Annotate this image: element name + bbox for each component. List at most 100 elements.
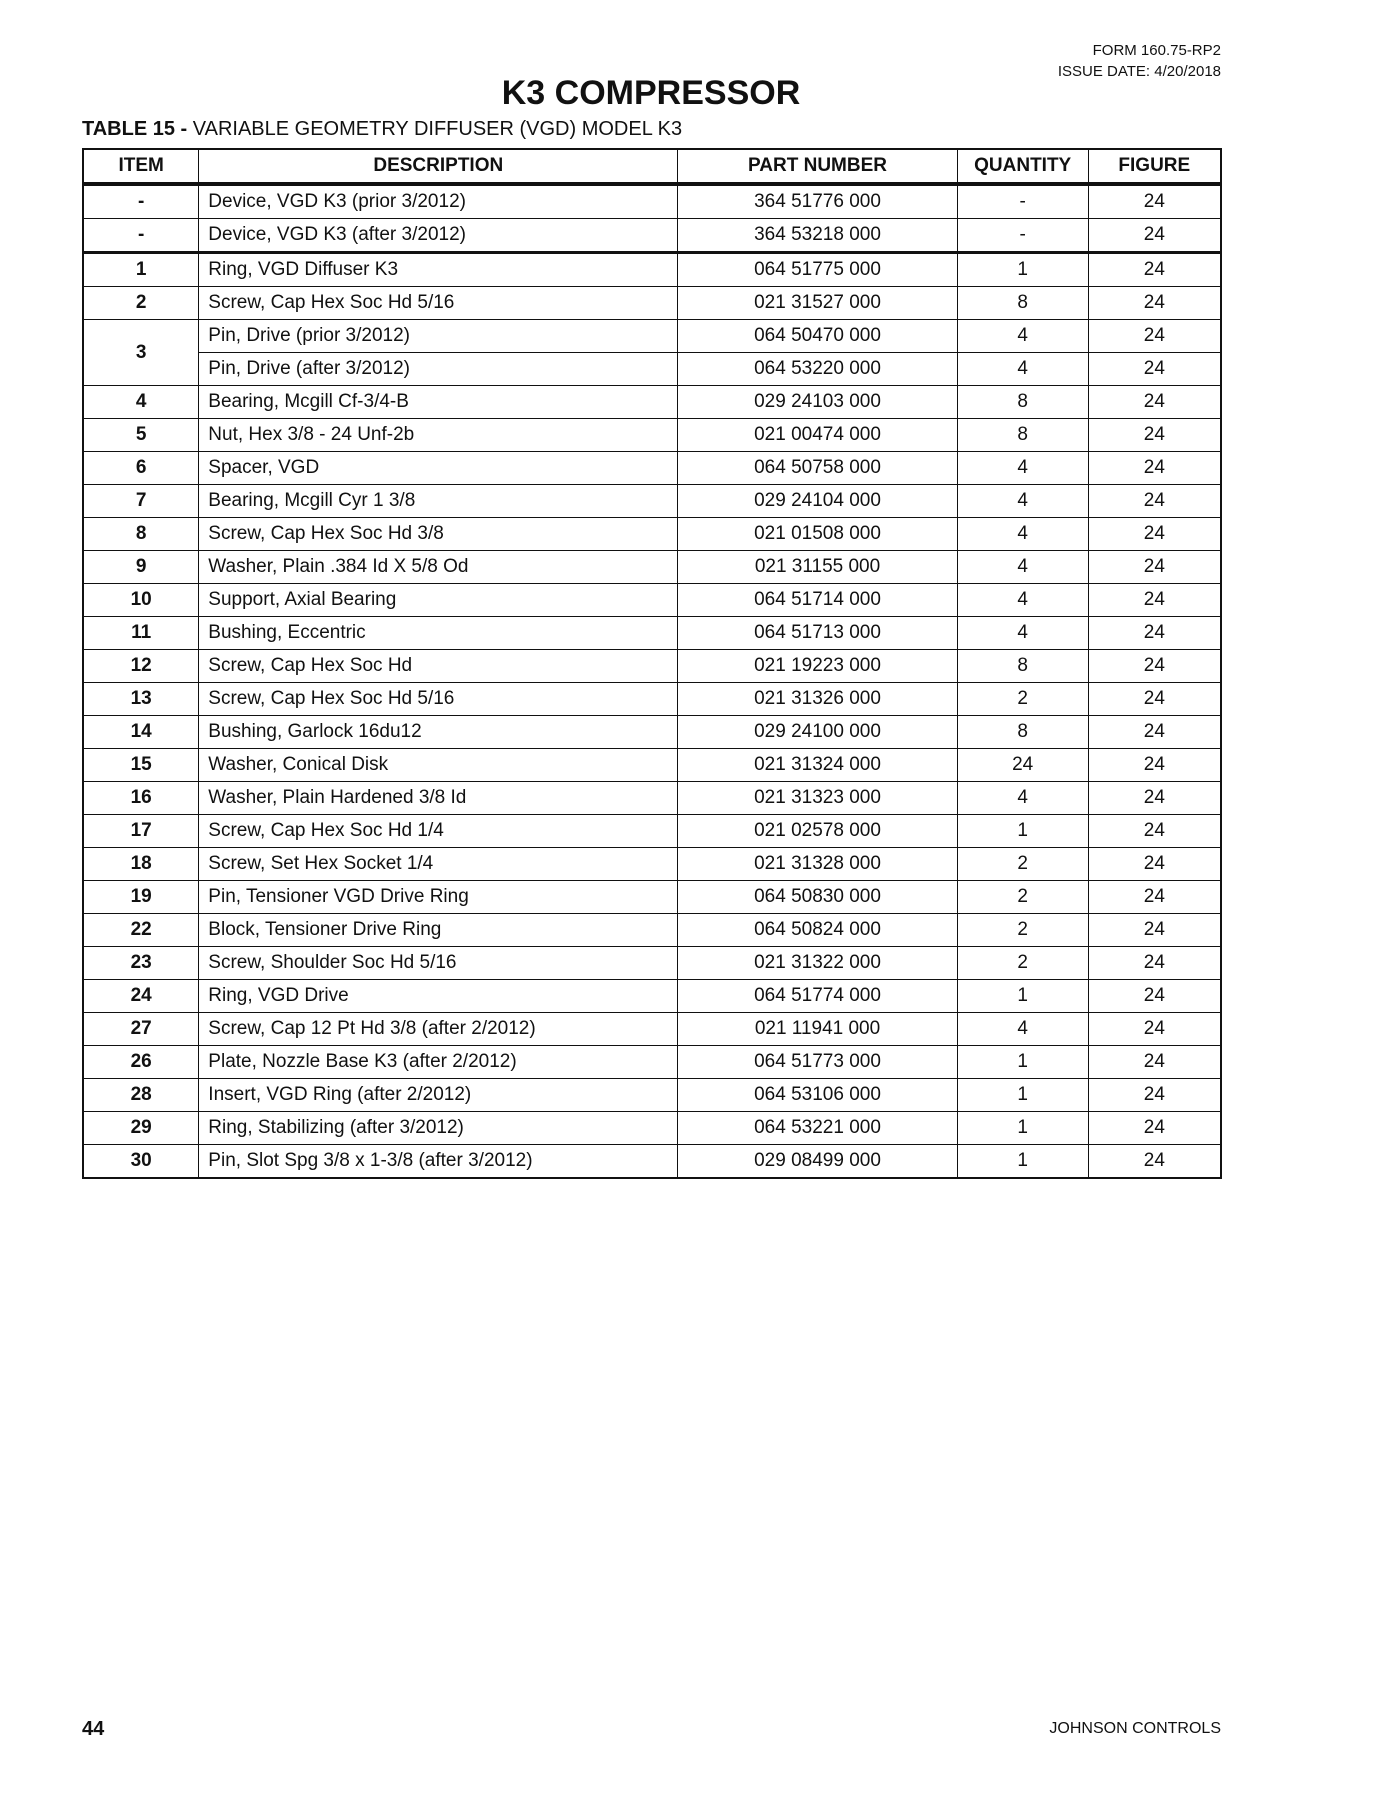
cell-fig: 24 xyxy=(1087,748,1222,782)
cell-item: 9 xyxy=(82,550,200,584)
cell-description: Washer, Plain .384 Id X 5/8 Od xyxy=(198,550,679,584)
cell-part: 021 01508 000 xyxy=(677,517,958,551)
table-row: 11 Bushing, Eccentric 064 51713 000 4 24 xyxy=(82,616,1222,650)
cell-fig: 24 xyxy=(1087,979,1222,1013)
cell-qty: 8 xyxy=(956,385,1089,419)
cell-qty: - xyxy=(956,183,1089,219)
cell-fig: 24 xyxy=(1087,583,1222,617)
table-row: 1 Ring, VGD Diffuser K3 064 51775 000 1 24 xyxy=(82,252,1222,287)
cell-part: 064 51775 000 xyxy=(677,252,958,287)
cell-description: Bearing, Mcgill Cf-3/4-B xyxy=(198,385,679,419)
company-name: JOHNSON CONTROLS xyxy=(1049,1720,1221,1737)
cell-item: 8 xyxy=(82,517,200,551)
col-figure: FIGURE xyxy=(1087,148,1222,186)
table-row: 23 Screw, Shoulder Soc Hd 5/16 021 31322 0… xyxy=(82,946,1222,980)
cell-part: 021 31324 000 xyxy=(677,748,958,782)
table-row: 17 Screw, Cap Hex Soc Hd 1/4 021 02578 000… xyxy=(82,814,1222,848)
cell-part: 064 51774 000 xyxy=(677,979,958,1013)
cell-part: 029 24104 000 xyxy=(677,484,958,518)
cell-description: Pin, Drive (after 3/2012) xyxy=(198,352,679,386)
cell-description: Bushing, Garlock 16du12 xyxy=(198,715,679,749)
cell-qty: 4 xyxy=(956,319,1089,353)
cell-item: 7 xyxy=(82,484,200,518)
cell-qty: 4 xyxy=(956,550,1089,584)
form-info: FORM 160.75-RP2 ISSUE DATE: 4/20/2018 xyxy=(1058,40,1221,82)
table-title: VARIABLE GEOMETRY DIFFUSER (VGD) MODEL K… xyxy=(187,118,683,140)
form-number: FORM 160.75-RP2 xyxy=(1092,42,1221,59)
cell-qty: 1 xyxy=(956,252,1089,287)
cell-description: Screw, Set Hex Socket 1/4 xyxy=(198,847,679,881)
cell-description: Insert, VGD Ring (after 2/2012) xyxy=(198,1078,679,1112)
cell-part: 021 19223 000 xyxy=(677,649,958,683)
cell-item: 26 xyxy=(82,1045,200,1079)
cell-description: Plate, Nozzle Base K3 (after 2/2012) xyxy=(198,1045,679,1079)
cell-qty: 4 xyxy=(956,517,1089,551)
cell-item: 15 xyxy=(82,748,200,782)
table-row: - Device, VGD K3 (after 3/2012) 364 53218 … xyxy=(82,218,1222,254)
cell-part: 064 50470 000 xyxy=(677,319,958,353)
table-row: 16 Washer, Plain Hardened 3/8 Id 021 31323… xyxy=(82,781,1222,815)
cell-item: 19 xyxy=(82,880,200,914)
cell-description: Screw, Cap Hex Soc Hd xyxy=(198,649,679,683)
cell-description: Device, VGD K3 (after 3/2012) xyxy=(198,218,679,254)
cell-description: Pin, Drive (prior 3/2012) xyxy=(198,319,679,353)
cell-fig: 24 xyxy=(1087,319,1222,353)
cell-qty: 1 xyxy=(956,979,1089,1013)
cell-fig: 24 xyxy=(1087,814,1222,848)
cell-part: 064 53220 000 xyxy=(677,352,958,386)
issue-date: ISSUE DATE: 4/20/2018 xyxy=(1057,63,1221,80)
col-quantity: QUANTITY xyxy=(956,148,1089,186)
col-item: ITEM xyxy=(82,148,200,186)
cell-description: Ring, Stabilizing (after 3/2012) xyxy=(198,1111,679,1145)
table-row: 13 Screw, Cap Hex Soc Hd 5/16 021 31326 00… xyxy=(82,682,1222,716)
cell-part: 064 51713 000 xyxy=(677,616,958,650)
cell-item: 14 xyxy=(82,715,200,749)
cell-qty: 1 xyxy=(956,1144,1089,1179)
cell-qty: 4 xyxy=(956,352,1089,386)
cell-item: 29 xyxy=(82,1111,200,1145)
cell-qty: 4 xyxy=(956,451,1089,485)
col-part-number: PART NUMBER xyxy=(677,148,958,186)
page-title: K3 COMPRESSOR xyxy=(501,74,801,112)
cell-part: 029 24103 000 xyxy=(677,385,958,419)
cell-item: 23 xyxy=(82,946,200,980)
cell-item: 5 xyxy=(82,418,200,452)
table-row: 24 Ring, VGD Drive 064 51774 000 1 24 xyxy=(82,979,1222,1013)
table-row: 30 Pin, Slot Spg 3/8 x 1-3/8 (after 3/201… xyxy=(82,1144,1222,1179)
cell-part: 064 53221 000 xyxy=(677,1111,958,1145)
table-row: 22 Block, Tensioner Drive Ring 064 50824 0… xyxy=(82,913,1222,947)
cell-qty: 2 xyxy=(956,946,1089,980)
cell-description: Screw, Shoulder Soc Hd 5/16 xyxy=(198,946,679,980)
cell-part: 064 53106 000 xyxy=(677,1078,958,1112)
table-row: 29 Ring, Stabilizing (after 3/2012) 064 53… xyxy=(82,1111,1222,1145)
table-row: 12 Screw, Cap Hex Soc Hd 021 19223 000 8 24 xyxy=(82,649,1222,683)
cell-qty: 4 xyxy=(956,1012,1089,1046)
cell-fig: 24 xyxy=(1087,649,1222,683)
cell-fig: 24 xyxy=(1087,715,1222,749)
cell-qty: 4 xyxy=(956,484,1089,518)
cell-qty: 2 xyxy=(956,682,1089,716)
cell-fig: 24 xyxy=(1087,616,1222,650)
cell-qty: 8 xyxy=(956,286,1089,320)
cell-fig: 24 xyxy=(1087,550,1222,584)
table-row: 5 Nut, Hex 3/8 - 24 Unf-2b 021 00474 000 8 2… xyxy=(82,418,1222,452)
table-row: 18 Screw, Set Hex Socket 1/4 021 31328 000… xyxy=(82,847,1222,881)
table-row: 10 Support, Axial Bearing 064 51714 000 4 24 xyxy=(82,583,1222,617)
cell-item: 13 xyxy=(82,682,200,716)
table-row: 6 Spacer, VGD 064 50758 000 4 24 xyxy=(82,451,1222,485)
cell-item: - xyxy=(82,183,200,219)
cell-fig: 24 xyxy=(1087,913,1222,947)
cell-part: 021 31322 000 xyxy=(677,946,958,980)
cell-description: Screw, Cap Hex Soc Hd 3/8 xyxy=(198,517,679,551)
cell-fig: 24 xyxy=(1087,1111,1222,1145)
table-row: 28 Insert, VGD Ring (after 2/2012) 064 531… xyxy=(82,1078,1222,1112)
cell-fig: 24 xyxy=(1087,946,1222,980)
cell-qty: 1 xyxy=(956,1045,1089,1079)
cell-fig: 24 xyxy=(1087,451,1222,485)
header-row: ITEM DESCRIPTION PART NUMBER QUANTITY FI… xyxy=(82,148,1222,186)
table-row: 7 Bearing, Mcgill Cyr 1 3/8 029 24104 000 4… xyxy=(82,484,1222,518)
cell-description: Washer, Conical Disk xyxy=(198,748,679,782)
page-number: 44 xyxy=(82,1718,105,1740)
cell-description: Ring, VGD Diffuser K3 xyxy=(198,252,679,287)
cell-description: Screw, Cap Hex Soc Hd 5/16 xyxy=(198,286,679,320)
